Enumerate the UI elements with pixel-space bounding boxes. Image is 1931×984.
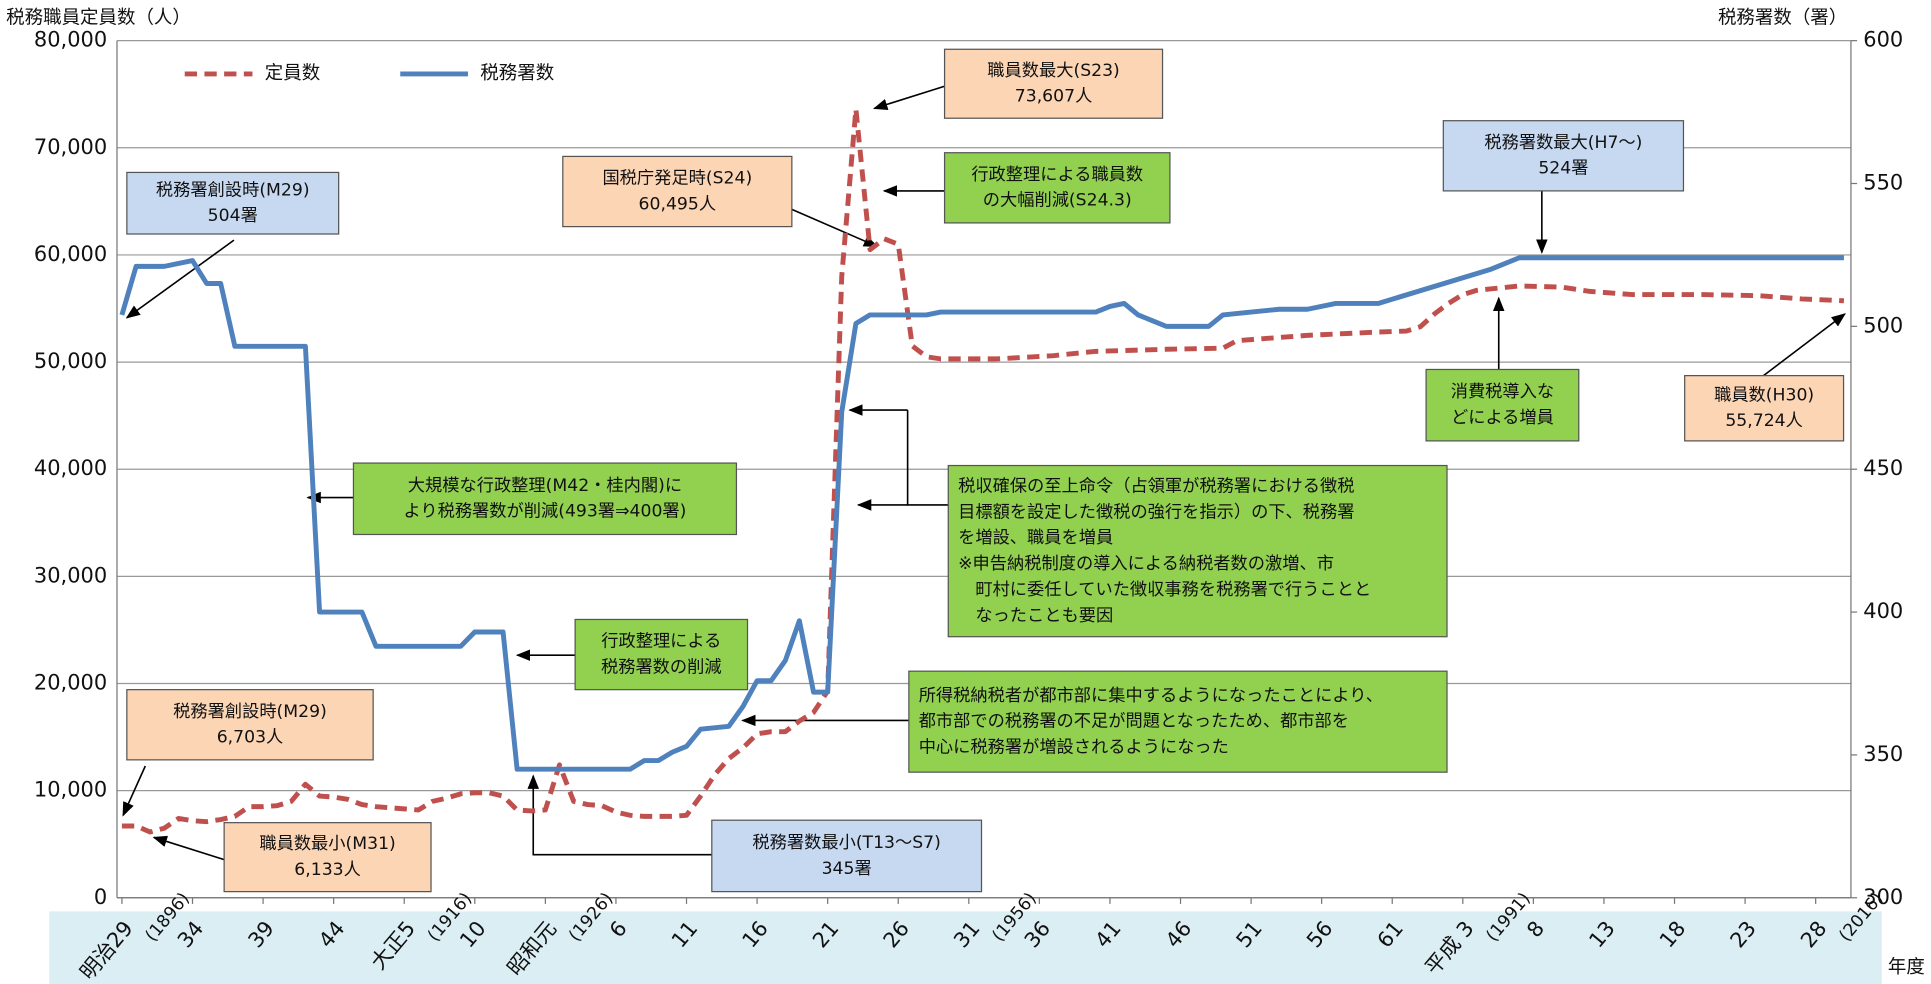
annotation-box <box>126 171 340 235</box>
y-tick-label: 20,000 <box>34 670 107 694</box>
annotation-text: なったことも要因 <box>958 606 1113 626</box>
annotation-text: 所得税納税者が都市部に集中するようになったことにより、 <box>919 686 1383 706</box>
y-tick-label: 70,000 <box>34 135 107 159</box>
annotation-text: 55,724人 <box>1725 411 1803 431</box>
arrow <box>527 774 712 856</box>
annotation-text: ※申告納税制度の導入による納税者数の激増、市 <box>958 554 1334 574</box>
annotation-box <box>711 819 983 893</box>
annotation-text: を増設、職員を増員 <box>958 528 1113 548</box>
y-tick-label: 60,000 <box>34 242 107 266</box>
annotation-text: 行政整理による職員数 <box>971 165 1143 185</box>
annotation-box <box>1442 120 1685 192</box>
bracket <box>906 410 949 506</box>
annotation-text: 73,607人 <box>1015 87 1093 107</box>
annotation-text: 504署 <box>208 206 258 226</box>
y2-tick-label: 500 <box>1863 313 1903 337</box>
arrow <box>122 765 147 817</box>
annotation-text: 職員数最小(M31) <box>259 834 395 854</box>
annotation-box <box>126 689 374 761</box>
annotation-box <box>908 670 1448 773</box>
annotation-box <box>947 464 1448 638</box>
annotation-box <box>943 152 1171 224</box>
annotation-text: 職員数(H30) <box>1714 385 1814 405</box>
legend-label: 税務署数 <box>480 63 554 84</box>
x-axis-title: 年度 <box>1888 957 1925 978</box>
y-tick-label: 30,000 <box>34 563 107 587</box>
annotation-text: 税収確保の至上命令（占領軍が税務署における徴税 <box>958 476 1354 496</box>
annotation-text: より税務署数が削減(493署⇒400署) <box>403 502 686 522</box>
y2-tick-label: 350 <box>1863 742 1903 766</box>
annotation-text: どによる増員 <box>1451 408 1554 428</box>
annotation-text: 6,133人 <box>294 860 361 880</box>
y2-tick-label: 300 <box>1863 885 1903 909</box>
annotation-text: 税務署数の削減 <box>601 657 722 677</box>
annotation-text: 345署 <box>822 859 872 879</box>
y-axis-title: 税務職員定員数（人） <box>6 7 191 28</box>
legend-label: 定員数 <box>265 63 320 84</box>
annotation-text: 目標額を設定した徴税の強行を指示）の下、税務署 <box>958 502 1354 522</box>
annotation-text: の大幅削減(S24.3) <box>983 191 1132 211</box>
y2-tick-label: 550 <box>1863 171 1903 195</box>
y-tick-label: 80,000 <box>34 28 107 52</box>
annotation-text: 524署 <box>1538 159 1588 179</box>
annotation-text: 都市部での税務署の不足が問題となったため、都市部を <box>919 712 1349 732</box>
annotation-box <box>562 155 793 228</box>
annotation-text: 6,703人 <box>217 728 284 748</box>
arrow <box>152 835 225 861</box>
arrow <box>1763 313 1846 377</box>
annotation-box <box>352 462 738 536</box>
y-tick-label: 40,000 <box>34 456 107 480</box>
x-axis-band <box>49 911 1882 984</box>
annotation-box <box>1684 375 1845 442</box>
annotation-text: 中心に税務署が増設されるようになった <box>919 738 1229 758</box>
y-tick-label: 10,000 <box>34 778 107 802</box>
annotation-text: 税務署創設時(M29) <box>156 180 310 200</box>
annotation-text: 税務署創設時(M29) <box>173 702 327 722</box>
annotation-text: 消費税導入な <box>1451 382 1554 402</box>
annotation-box <box>1425 368 1580 442</box>
series-line <box>119 255 1844 772</box>
annotation-box <box>574 618 749 691</box>
annotation-text: 職員数最大(S23) <box>987 61 1119 81</box>
y-tick-label: 50,000 <box>34 349 107 373</box>
annotation-text: 町村に委任していた徴収事務を税務署で行うことと <box>958 580 1371 600</box>
arrow <box>791 208 879 248</box>
y2-axis-title: 税務署数（署） <box>1718 7 1847 28</box>
y2-tick-label: 400 <box>1863 599 1903 623</box>
y-tick-label: 0 <box>94 885 107 909</box>
annotation-text: 国税庁発足時(S24) <box>602 169 752 189</box>
annotation-box <box>223 822 432 893</box>
annotation-text: 行政整理による <box>601 632 721 652</box>
annotation-text: 税務署数最小(T13～S7) <box>752 833 940 853</box>
annotation-text: 60,495人 <box>639 194 717 214</box>
arrow <box>872 85 945 110</box>
annotation-box <box>943 48 1164 119</box>
annotation-text: 税務署数最大(H7～) <box>1484 133 1642 153</box>
y2-tick-label: 600 <box>1863 28 1903 52</box>
series-line <box>121 106 1845 835</box>
y2-tick-label: 450 <box>1863 456 1903 480</box>
arrow <box>125 239 235 319</box>
annotation-text: 大規模な行政整理(M42・桂内閣)に <box>408 476 682 496</box>
